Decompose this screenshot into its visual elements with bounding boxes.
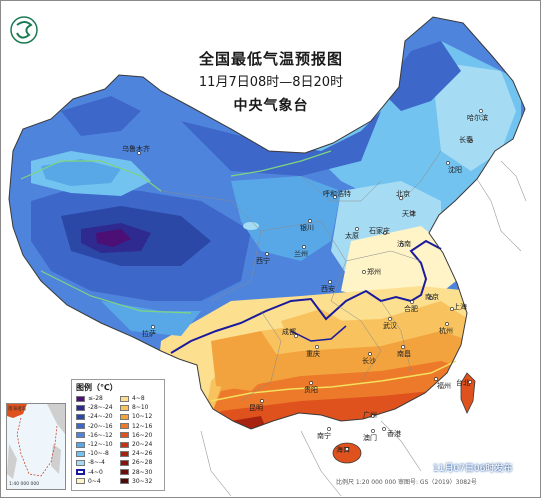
legend-item: -10~-8 [76, 449, 113, 458]
legend-swatch [120, 413, 129, 420]
legend-swatch [120, 478, 129, 485]
city-label: 北京 [396, 190, 410, 198]
legend-swatch [76, 432, 85, 439]
city-label: 福州 [437, 382, 451, 390]
legend: 图例（℃） ≤-28 -28~-24 -24~-20 -20~-16 -16~-… [71, 379, 165, 491]
legend-item: 28~30 [120, 468, 152, 477]
city-label: 兰州 [294, 250, 308, 258]
issuer-name: 中央气象台 [233, 98, 309, 114]
hainan-island [332, 442, 362, 464]
inset-scale: 1:40 000 000 [9, 482, 40, 487]
cma-logo [10, 16, 38, 44]
city-label: 台北 [456, 379, 470, 387]
city-label: 澳门 [363, 434, 377, 442]
city-label: 呼和浩特 [323, 190, 351, 198]
legend-swatch [120, 423, 129, 430]
footer-scale-note: 比例尺 1:20 000 000 审图号: GS（2019）3082号 [336, 479, 477, 486]
legend-item: 12~16 [120, 422, 152, 431]
legend-swatch [76, 395, 85, 402]
south-china-sea-inset: 南海诸岛 1:40 000 000 [6, 403, 66, 490]
inset-label: 南海诸岛 [8, 407, 26, 412]
legend-swatch [76, 459, 85, 466]
city-label: 沈阳 [448, 166, 462, 174]
legend-swatch [120, 395, 129, 402]
city-label: 拉萨 [142, 330, 156, 338]
legend-column-left: ≤-28 -28~-24 -24~-20 -20~-16 -16~-12 -12… [76, 394, 113, 486]
city-label: 哈尔滨 [467, 114, 488, 122]
city-label: 西安 [321, 285, 335, 293]
city-label: 海口 [336, 446, 350, 454]
legend-item: -28~-24 [76, 403, 113, 412]
legend-item: 4~8 [120, 394, 152, 403]
city-label: 南宁 [317, 432, 331, 440]
legend-swatch [120, 432, 129, 439]
legend-item: -4~0 [76, 468, 113, 477]
legend-swatch [120, 404, 129, 411]
city-label: 昆明 [249, 404, 263, 412]
legend-title: 图例（℃） [76, 383, 118, 392]
city-label: 长沙 [362, 357, 376, 365]
city-label: 天津 [402, 210, 416, 218]
legend-item: -8~-4 [76, 458, 113, 467]
city-label: 杭州 [439, 327, 453, 335]
legend-item: 10~12 [120, 412, 152, 421]
city-label: 银川 [300, 224, 314, 232]
city-label: 石家庄 [369, 227, 390, 235]
legend-item: 24~26 [120, 449, 152, 458]
city-label: 贵阳 [304, 386, 318, 394]
city-label: 南昌 [397, 350, 411, 358]
inset-map [7, 404, 65, 489]
legend-swatch [76, 413, 85, 420]
legend-item: -24~-20 [76, 412, 113, 421]
legend-swatch [76, 404, 85, 411]
legend-swatch [120, 441, 129, 448]
city-label: 南京 [425, 293, 439, 301]
city-label: 上海 [453, 303, 467, 311]
publish-stamp: 11月07日06时发布 [433, 464, 513, 474]
city-label: 太原 [345, 232, 359, 240]
legend-item: 0~4 [76, 477, 113, 486]
zero-degree-contour [170, 239, 442, 354]
city-label: 乌鲁木齐 [122, 145, 150, 153]
legend-swatch [76, 441, 85, 448]
city-label: 郑州 [367, 268, 381, 276]
legend-swatch [120, 469, 129, 476]
legend-contour-swatch [76, 469, 85, 476]
legend-item: ≤-28 [76, 394, 113, 403]
legend-swatch [76, 478, 85, 485]
legend-swatch [120, 450, 129, 457]
legend-item: 26~28 [120, 458, 152, 467]
legend-swatch [76, 423, 85, 430]
legend-swatch [120, 459, 129, 466]
city-label: 西宁 [256, 257, 270, 265]
map-title: 全国最低气温预报图 [198, 50, 343, 68]
city-label: 广州 [363, 411, 377, 419]
city-label: 香港 [387, 430, 401, 438]
legend-item: -20~-16 [76, 422, 113, 431]
city-label: 重庆 [306, 350, 320, 358]
city-label: 长春 [459, 136, 473, 144]
city-label: 武汉 [383, 322, 397, 330]
legend-item: -16~-12 [76, 431, 113, 440]
legend-swatch [76, 450, 85, 457]
forecast-period: 11月7日08时—8日20时 [198, 75, 344, 90]
legend-item: 20~24 [120, 440, 152, 449]
legend-item: 8~10 [120, 403, 152, 412]
legend-item: 16~20 [120, 431, 152, 440]
city-label: 济南 [397, 240, 411, 248]
legend-item: 30~32 [120, 477, 152, 486]
legend-column-right: 4~8 8~10 10~12 12~16 16~20 20~24 24~26 2… [120, 394, 152, 486]
legend-item: -12~-10 [76, 440, 113, 449]
city-label: 合肥 [404, 305, 418, 313]
city-label: 成都 [282, 328, 296, 336]
